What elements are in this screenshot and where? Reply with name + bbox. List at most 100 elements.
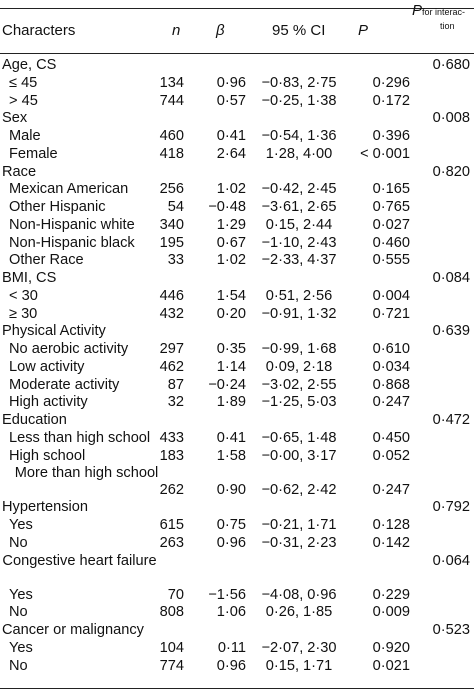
cell-ci: −2·33, 4·37 — [261, 252, 337, 269]
cell-beta: 0·41 — [216, 128, 246, 144]
cell-ci: 0·15, 1·71 — [265, 657, 333, 674]
table-bottom-rule — [0, 688, 474, 689]
cell-p-interaction: 0·523 — [432, 622, 470, 638]
cell-beta: 0·96 — [216, 657, 246, 674]
cell-ci: −0·25, 1·38 — [261, 92, 337, 109]
cell-p: 0·721 — [372, 305, 410, 322]
cell-p-interaction: 0·084 — [432, 270, 470, 286]
cell-ci: −1·25, 5·03 — [261, 394, 337, 411]
cell-ci: −0·83, 2·75 — [261, 74, 337, 91]
row-label: Race — [2, 163, 37, 180]
table-row: < 30 446 1·54 0·51, 2·56 0·004 — [0, 288, 474, 306]
row-label: Cancer or malignancy — [2, 622, 144, 638]
cell-ci: 0·15, 2·44 — [265, 216, 333, 233]
table-row: High school 183 1·58 −0·00, 3·17 0·052 — [0, 448, 474, 466]
row-label: More than high school — [14, 465, 159, 482]
cell-beta: 0·67 — [216, 234, 246, 251]
cell-p: 0·027 — [372, 216, 410, 233]
cell-ci: −0·54, 1·36 — [261, 128, 337, 144]
cell-ci: −0·31, 2·23 — [261, 534, 337, 551]
cell-n: 134 — [159, 74, 184, 91]
cell-beta: 0·35 — [216, 341, 246, 357]
table-row: Congestive heart failure 0·064 — [0, 553, 474, 587]
cell-p: 0·920 — [372, 639, 410, 656]
cell-p: 0·247 — [372, 482, 410, 499]
cell-p: 0·396 — [372, 128, 410, 144]
row-label: ≥ 30 — [9, 305, 38, 322]
header-beta: β — [216, 22, 225, 39]
cell-n: 744 — [159, 92, 184, 109]
header-p-interaction-sub-2: tion — [440, 21, 455, 31]
cell-n: 340 — [159, 216, 184, 233]
row-label: Yes — [9, 586, 33, 603]
table-row: Sex 0·008 — [0, 110, 474, 128]
cell-beta: 1·58 — [216, 447, 246, 464]
table-row: No 808 1·06 0·26, 1·85 0·009 — [0, 604, 474, 622]
cell-n: 460 — [159, 128, 184, 144]
table-row: Non-Hispanic white 340 1·29 0·15, 2·44 0·027 — [0, 217, 474, 235]
cell-n: 808 — [159, 604, 184, 621]
cell-ci: −4·08, 0·96 — [261, 586, 337, 603]
cell-ci: −0·99, 1·68 — [261, 341, 337, 357]
cell-p: 0·460 — [372, 234, 410, 251]
header-p-interaction: Pfor interac- tion — [412, 2, 472, 32]
cell-ci: −3·61, 2·65 — [261, 199, 337, 215]
header-p-interaction-sub-1: for interac- — [422, 7, 466, 17]
row-label: Less than high school — [9, 429, 151, 446]
cell-ci: 1·28, 4·00 — [265, 145, 333, 162]
cell-beta: 0·96 — [216, 534, 246, 551]
cell-n: 297 — [159, 341, 184, 357]
table-row: Age, CS 0·680 — [0, 57, 474, 75]
table-top-rule — [0, 8, 474, 9]
cell-n: 256 — [159, 181, 184, 198]
row-label: Education — [2, 412, 67, 428]
header-p-interaction-symbol: P — [412, 2, 423, 19]
table-row: Education 0·472 — [0, 412, 474, 430]
table-row: Physical Activity 0·639 — [0, 323, 474, 341]
cell-beta: 1·02 — [216, 181, 246, 198]
table-row: Less than high school 433 0·41 −0·65, 1·48 0… — [0, 430, 474, 448]
row-label: < 30 — [9, 287, 38, 304]
header-bottom-rule — [0, 53, 474, 54]
cell-ci: −0·21, 1·71 — [261, 517, 337, 533]
table-row: Hypertension 0·792 — [0, 499, 474, 517]
cell-p: 0·128 — [372, 517, 410, 533]
cell-n: 32 — [167, 394, 184, 411]
row-label: Male — [9, 128, 41, 144]
cell-ci: −1·10, 2·43 — [261, 234, 337, 251]
table-row: More than high school 262 0·90 −0·62, 2·42 0… — [0, 465, 474, 499]
cell-p: 0·142 — [372, 534, 410, 551]
cell-ci: −2·07, 2·30 — [261, 639, 337, 656]
cell-beta: 1·89 — [216, 394, 246, 411]
cell-p: 0·172 — [372, 92, 410, 109]
row-label: Other Race — [9, 252, 84, 269]
cell-p-interaction: 0·792 — [432, 499, 470, 516]
cell-n: 54 — [167, 199, 184, 215]
cell-beta: 0·57 — [216, 92, 246, 109]
cell-beta: 1·54 — [216, 287, 246, 304]
cell-n: 262 — [159, 482, 184, 499]
cell-ci: −0·62, 2·42 — [261, 482, 337, 499]
table-row: Yes 70 −1·56 −4·08, 0·96 0·229 — [0, 587, 474, 605]
table-row: Yes 104 0·11 −2·07, 2·30 0·920 — [0, 640, 474, 658]
table-row: Cancer or malignancy 0·523 — [0, 622, 474, 640]
cell-p-interaction: 0·680 — [432, 57, 470, 73]
cell-n: 33 — [167, 252, 184, 269]
table-row: High activity 32 1·89 −1·25, 5·03 0·247 — [0, 394, 474, 412]
cell-n: 263 — [159, 534, 184, 551]
cell-n: 70 — [167, 586, 184, 603]
table-row: ≤ 45 134 0·96 −0·83, 2·75 0·296 — [0, 75, 474, 93]
table-row: No aerobic activity 297 0·35 −0·99, 1·68 0·6… — [0, 341, 474, 359]
table-row: No 263 0·96 −0·31, 2·23 0·142 — [0, 535, 474, 553]
cell-beta: 2·64 — [216, 145, 246, 162]
cell-beta: 1·29 — [216, 216, 246, 233]
header-ci: 95 % CI — [272, 22, 326, 39]
row-label: High school — [9, 447, 86, 464]
row-label: No — [9, 657, 28, 674]
row-label: Low activity — [9, 358, 85, 375]
header-p: P — [358, 22, 369, 39]
cell-ci: 0·26, 1·85 — [265, 604, 333, 621]
cell-n: 418 — [159, 145, 184, 162]
cell-ci: −3·02, 2·55 — [261, 376, 337, 393]
cell-p-interaction: 0·472 — [432, 412, 470, 428]
